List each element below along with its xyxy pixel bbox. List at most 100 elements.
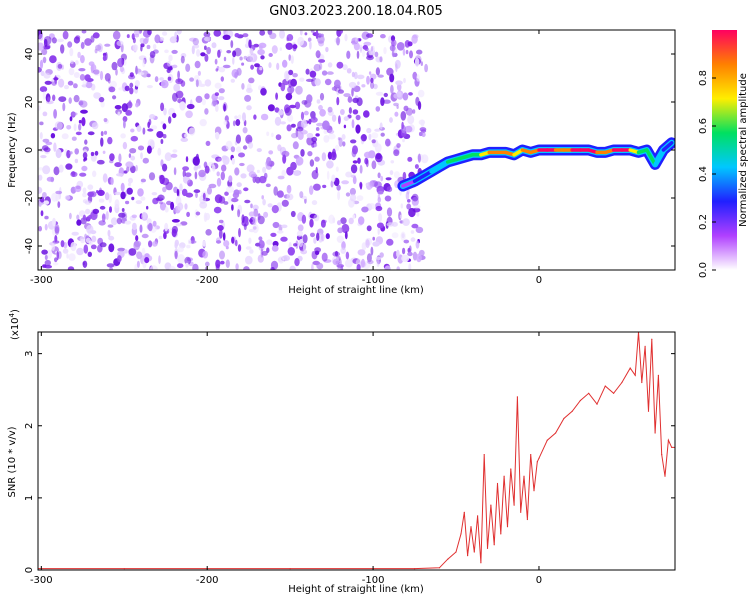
noise-speckle (400, 111, 407, 121)
noise-speckle (162, 134, 167, 139)
noise-speckle (163, 232, 167, 240)
noise-speckle (379, 122, 383, 130)
noise-speckle (54, 235, 58, 243)
noise-speckle (313, 183, 321, 191)
noise-speckle (286, 34, 294, 41)
noise-speckle (117, 255, 122, 263)
noise-speckle (341, 223, 350, 234)
spectrogram-data (38, 30, 675, 270)
noise-speckle (215, 104, 219, 112)
noise-speckle (99, 70, 104, 81)
noise-speckle (78, 123, 82, 131)
noise-speckle (81, 165, 88, 172)
noise-speckle (321, 152, 327, 162)
noise-speckle (112, 30, 121, 40)
noise-speckle (107, 224, 114, 228)
noise-speckle (68, 253, 76, 261)
noise-speckle (132, 222, 137, 231)
noise-speckle (141, 247, 146, 257)
noise-speckle (140, 45, 143, 52)
noise-speckle (132, 37, 136, 44)
noise-speckle (402, 48, 406, 56)
noise-speckle (192, 156, 200, 166)
noise-speckle (120, 191, 126, 200)
noise-speckle (62, 248, 69, 254)
noise-speckle (275, 92, 278, 100)
noise-speckle (166, 68, 171, 74)
noise-speckle (100, 131, 104, 137)
snr-point (613, 392, 615, 394)
noise-speckle (356, 195, 364, 202)
noise-speckle (267, 203, 273, 208)
noise-speckle (147, 30, 152, 36)
noise-speckle (361, 242, 367, 251)
noise-speckle (98, 198, 105, 203)
noise-speckle (391, 232, 399, 239)
noise-speckle (374, 143, 382, 153)
noise-speckle (184, 203, 188, 210)
noise-speckle (222, 34, 231, 40)
noise-speckle (85, 81, 93, 89)
snr-axes: -300 -200 -100 0 0 1 2 3 (24, 332, 675, 586)
noise-speckle (344, 33, 348, 42)
snr-point (496, 482, 499, 485)
noise-speckle (131, 214, 137, 219)
noise-speckle (311, 170, 319, 180)
noise-speckle (383, 92, 388, 98)
figure-title: GN03.2023.200.18.04.R05 (269, 4, 443, 19)
noise-speckle (185, 63, 191, 72)
noise-speckle (92, 32, 100, 39)
snr-y-label: SNR (10 * v/v) (7, 426, 18, 497)
noise-speckle (67, 266, 75, 270)
noise-speckle (273, 186, 279, 196)
noise-speckle (240, 173, 247, 179)
noise-speckle (82, 214, 86, 221)
noise-speckle (38, 42, 45, 51)
snr-point (604, 385, 606, 387)
noise-speckle (358, 216, 365, 225)
noise-speckle (348, 217, 354, 225)
spectrogram-x-tick-label: -300 (30, 275, 53, 286)
noise-speckle (363, 41, 372, 46)
noise-speckle (206, 46, 212, 55)
noise-speckle (216, 171, 220, 177)
noise-speckle (277, 144, 282, 152)
noise-speckle (68, 67, 75, 76)
noise-speckle (321, 70, 328, 76)
noise-speckle (73, 72, 80, 78)
noise-speckle (361, 134, 367, 142)
noise-speckle (420, 61, 423, 66)
noise-speckle (396, 42, 405, 51)
noise-speckle (396, 249, 400, 258)
noise-speckle (38, 174, 43, 181)
noise-speckle (114, 191, 121, 196)
noise-speckle (58, 164, 64, 173)
noise-speckle (394, 111, 399, 117)
snr-point (486, 547, 489, 550)
noise-speckle (172, 149, 178, 153)
noise-speckle (316, 262, 324, 270)
noise-speckle (174, 250, 178, 260)
noise-speckle (57, 63, 63, 69)
noise-speckle (322, 120, 330, 130)
noise-speckle (49, 55, 57, 64)
noise-speckle (38, 225, 42, 232)
noise-speckle (297, 224, 304, 232)
spectrogram-y-tick-label: 0 (24, 147, 35, 153)
noise-speckle (107, 229, 111, 237)
noise-speckle (62, 30, 69, 40)
noise-speckle (402, 92, 409, 101)
noise-speckle (278, 256, 285, 264)
noise-speckle (266, 131, 270, 137)
noise-speckle (147, 128, 154, 132)
noise-speckle (258, 236, 263, 241)
noise-speckle (88, 61, 95, 66)
noise-speckle (361, 258, 365, 268)
noise-speckle (371, 160, 377, 170)
noise-speckle (341, 180, 349, 185)
noise-speckle (159, 201, 163, 205)
noise-speckle (245, 246, 252, 250)
noise-speckle (39, 86, 48, 93)
noise-speckle (131, 196, 135, 201)
